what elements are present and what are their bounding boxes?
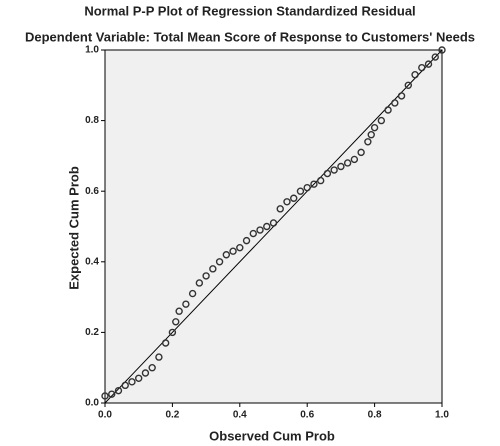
- x-tick-label: 0.0: [98, 410, 112, 421]
- point: [148, 364, 156, 372]
- point: [236, 243, 244, 252]
- y-tick-label: 0.4: [85, 256, 99, 267]
- point: [276, 205, 284, 213]
- point: [330, 166, 338, 174]
- x-tick-label: 1.0: [435, 410, 449, 421]
- y-axis-label: Expected Cum Prob: [66, 166, 81, 290]
- point: [404, 81, 412, 90]
- point: [155, 353, 163, 361]
- point: [343, 159, 352, 167]
- point: [364, 138, 372, 146]
- point: [175, 307, 183, 315]
- point: [108, 390, 116, 398]
- point: [121, 381, 129, 390]
- point: [418, 63, 426, 72]
- point: [391, 99, 399, 107]
- point: [269, 219, 278, 227]
- point: [424, 60, 433, 68]
- point: [296, 187, 305, 195]
- point: [141, 369, 150, 377]
- point: [370, 123, 379, 132]
- point: [134, 374, 143, 382]
- point: [337, 162, 345, 171]
- point: [350, 155, 359, 164]
- chart-title: Normal P-P Plot of Regression Standardiz…: [84, 3, 415, 18]
- point: [202, 272, 210, 280]
- x-tick-label: 0.6: [300, 410, 314, 421]
- point: [128, 378, 136, 386]
- point: [290, 194, 298, 202]
- y-tick-label: 0.8: [85, 115, 99, 126]
- point: [161, 339, 170, 347]
- point: [367, 131, 375, 139]
- point: [431, 53, 439, 61]
- point: [310, 180, 318, 188]
- point: [172, 318, 180, 326]
- y-tick-label: 1.0: [85, 45, 99, 56]
- point: [182, 300, 190, 308]
- point: [209, 265, 217, 273]
- point: [357, 148, 365, 157]
- chart-subtitle: Dependent Variable: Total Mean Score of …: [25, 29, 475, 44]
- point: [303, 183, 311, 192]
- y-tick-label: 0.2: [85, 327, 99, 338]
- point: [263, 222, 271, 231]
- x-tick-label: 0.4: [233, 410, 247, 421]
- point: [229, 247, 237, 255]
- point: [101, 392, 109, 400]
- point: [411, 71, 419, 79]
- point: [215, 258, 224, 266]
- point: [397, 92, 406, 100]
- point: [114, 386, 123, 395]
- point: [283, 198, 291, 206]
- point: [323, 169, 332, 178]
- point: [256, 226, 264, 234]
- point: [222, 251, 231, 259]
- x-axis-label: Observed Cum Prob: [209, 428, 335, 443]
- point: [195, 279, 204, 287]
- y-tick-label: 0.6: [85, 186, 99, 197]
- point: [168, 328, 177, 337]
- point: [316, 176, 325, 185]
- x-tick-label: 0.2: [165, 410, 179, 421]
- point: [438, 46, 446, 54]
- point: [242, 236, 251, 245]
- point: [188, 289, 197, 298]
- point: [249, 229, 257, 238]
- point: [377, 116, 386, 125]
- point: [384, 106, 392, 114]
- x-tick-label: 0.8: [368, 410, 382, 421]
- y-tick-label: 0.0: [85, 398, 99, 409]
